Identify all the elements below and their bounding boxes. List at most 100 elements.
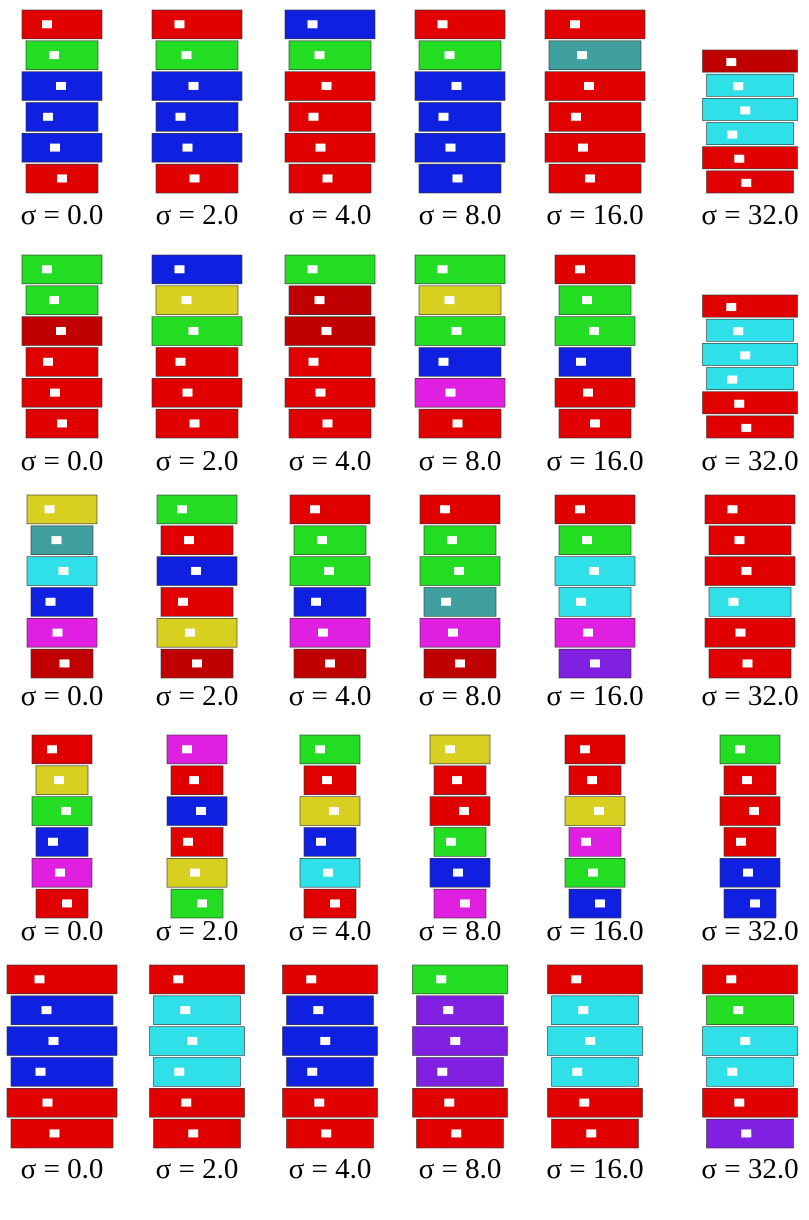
hole	[308, 265, 318, 273]
hole	[584, 82, 594, 90]
segment	[161, 526, 233, 555]
caption: σ = 2.0	[156, 199, 239, 231]
hole	[448, 629, 458, 637]
hole	[55, 869, 65, 877]
hole	[330, 899, 340, 907]
hole	[324, 567, 334, 575]
hole	[743, 869, 753, 877]
hole	[453, 174, 463, 182]
hole	[43, 113, 53, 121]
caption: σ = 0.0	[21, 445, 104, 477]
hole	[52, 536, 62, 544]
hole	[189, 82, 199, 90]
segment	[705, 618, 795, 647]
hole	[43, 358, 53, 366]
hole	[460, 899, 470, 907]
hole	[453, 419, 463, 427]
caption: σ = 4.0	[289, 680, 372, 712]
caption: σ = 32.0	[701, 1153, 798, 1185]
hole	[57, 174, 67, 182]
hole	[196, 807, 206, 815]
hole	[578, 144, 588, 152]
hole	[743, 659, 753, 667]
hole	[740, 106, 750, 114]
caption: σ = 32.0	[701, 445, 798, 477]
segment	[152, 133, 242, 162]
caption: σ = 2.0	[156, 1153, 239, 1185]
hole	[445, 51, 455, 59]
hole	[188, 1129, 198, 1137]
hole	[735, 745, 745, 753]
caption: σ = 8.0	[419, 199, 502, 231]
hole	[452, 776, 462, 784]
hole	[190, 869, 200, 877]
hole	[439, 113, 449, 121]
segment	[157, 495, 237, 524]
hole	[47, 745, 57, 753]
hole	[455, 659, 465, 667]
segmentation-image	[22, 10, 102, 193]
segment	[419, 348, 501, 377]
hole	[316, 838, 326, 846]
segmentation-image	[705, 495, 795, 678]
hole	[727, 131, 737, 139]
hole	[190, 419, 200, 427]
caption: σ = 16.0	[546, 199, 643, 231]
hole	[585, 1037, 595, 1045]
hole	[734, 155, 744, 163]
segment	[283, 1088, 378, 1117]
hole	[740, 1037, 750, 1045]
segment	[424, 588, 496, 617]
hole	[733, 82, 743, 90]
segment	[434, 828, 486, 857]
hole	[43, 1099, 53, 1107]
hole	[329, 807, 339, 815]
hole	[177, 505, 187, 513]
hole	[309, 358, 319, 366]
segment	[156, 286, 238, 315]
hole	[311, 598, 321, 606]
hole	[438, 265, 448, 273]
hole	[726, 58, 736, 66]
segmentation-image	[167, 735, 227, 918]
hole	[742, 567, 752, 575]
hole	[437, 1068, 447, 1076]
hole	[727, 376, 737, 384]
hole	[185, 629, 195, 637]
segment	[285, 255, 375, 284]
hole	[59, 567, 69, 575]
segmentation-image	[152, 10, 242, 193]
segmentation-image	[285, 10, 375, 193]
segment	[152, 378, 242, 407]
segment	[420, 618, 500, 647]
hole	[192, 659, 202, 667]
hole	[57, 419, 67, 427]
segment	[707, 123, 794, 145]
hole	[439, 358, 449, 366]
hole	[736, 629, 746, 637]
hole	[575, 505, 585, 513]
caption: σ = 0.0	[21, 915, 104, 947]
segment	[720, 735, 780, 764]
segment	[156, 348, 238, 377]
segmentation-image	[555, 495, 635, 678]
segment	[559, 286, 631, 315]
hole	[322, 327, 332, 335]
hole	[56, 82, 66, 90]
caption: σ = 0.0	[21, 1153, 104, 1185]
segmentation-image	[430, 735, 490, 918]
segment	[417, 996, 504, 1025]
segmentation-image	[548, 965, 643, 1148]
segment	[150, 965, 245, 994]
hole	[320, 1037, 330, 1045]
hole	[317, 536, 327, 544]
segment	[559, 588, 631, 617]
segmentation-image	[703, 965, 798, 1148]
hole	[182, 296, 192, 304]
segment	[419, 41, 501, 70]
hole	[577, 51, 587, 59]
hole	[315, 296, 325, 304]
caption: σ = 0.0	[21, 199, 104, 231]
hole	[579, 1099, 589, 1107]
hole	[446, 838, 456, 846]
